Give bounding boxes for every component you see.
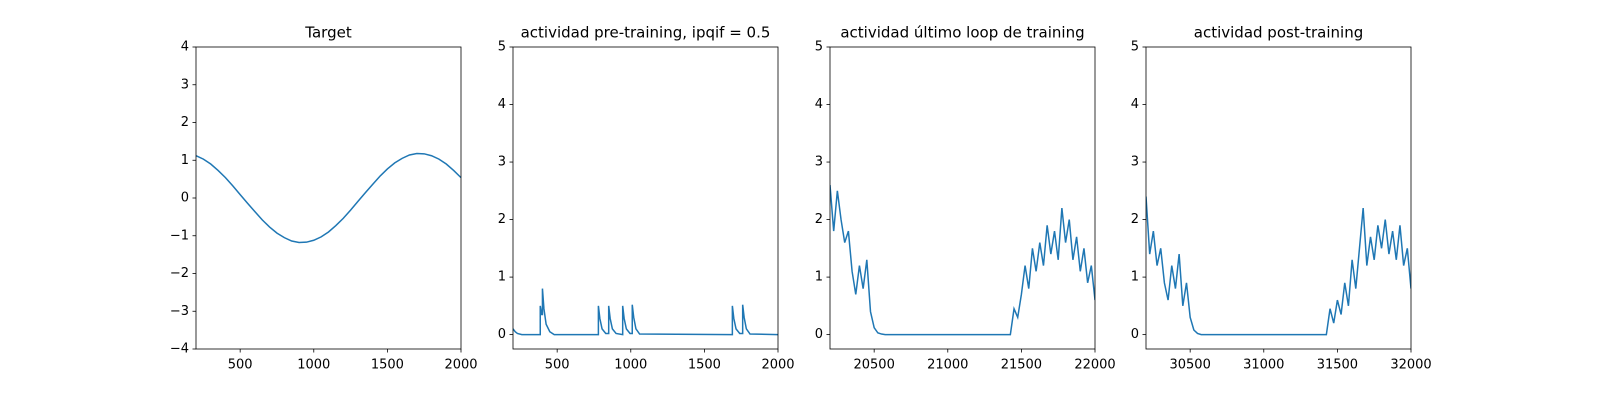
subplot: actividad último loop de training 0 1 2 3 4 5 2… bbox=[815, 24, 1116, 373]
line bbox=[830, 185, 1095, 336]
y-tick-label: 4 bbox=[815, 97, 823, 112]
x-tick-label: 21500 bbox=[1001, 358, 1042, 373]
x-tick-label: 1000 bbox=[297, 358, 330, 373]
x-tick-label: 1500 bbox=[688, 358, 721, 373]
subplot: actividad pre-training, ipqif = 0.5 0 1 2 3 4… bbox=[498, 24, 795, 373]
y-tick-label: −4 bbox=[170, 342, 189, 357]
y-tick-label: 2 bbox=[181, 115, 189, 130]
y-tick-label: 0 bbox=[498, 327, 506, 342]
y-tick-label: 0 bbox=[815, 327, 823, 342]
axes-frame bbox=[829, 46, 1096, 350]
y-tick-label: 1 bbox=[1131, 270, 1139, 285]
y-tick-label: 0 bbox=[181, 191, 189, 206]
y-tick-label: −1 bbox=[170, 228, 189, 243]
subplot-title: actividad pre-training, ipqif = 0.5 bbox=[521, 24, 771, 42]
y-tick-label: 3 bbox=[498, 155, 506, 170]
axes-frame bbox=[195, 46, 462, 350]
subplot: Target −4 −3 −2 −1 0 1 2 3 4 500 1000 1500 2000 bbox=[170, 24, 478, 373]
subplot-title: actividad post-training bbox=[1194, 24, 1363, 42]
axes-frame bbox=[512, 46, 779, 350]
y-tick-label: 2 bbox=[815, 212, 823, 227]
subplot: actividad post-training 0 1 2 3 4 5 30500 31000 3… bbox=[1131, 24, 1432, 373]
y-tick-label: −3 bbox=[170, 304, 189, 319]
y-tick-label: 3 bbox=[1131, 155, 1139, 170]
x-tick-label: 1500 bbox=[371, 358, 404, 373]
subplot-title: Target bbox=[304, 24, 352, 42]
y-tick-label: 0 bbox=[1131, 327, 1139, 342]
axes-frame bbox=[1145, 46, 1412, 350]
x-tick-label: 32000 bbox=[1390, 358, 1431, 373]
y-tick-label: 3 bbox=[815, 155, 823, 170]
y-tick-label: 4 bbox=[498, 97, 506, 112]
x-tick-label: 2000 bbox=[761, 358, 794, 373]
y-tick-label: 1 bbox=[181, 153, 189, 168]
y-tick-label: 5 bbox=[815, 40, 823, 55]
x-tick-label: 31000 bbox=[1243, 358, 1284, 373]
line bbox=[513, 288, 778, 336]
x-tick-label: 2000 bbox=[444, 358, 477, 373]
subplot-title: actividad último loop de training bbox=[840, 24, 1084, 42]
x-tick-label: 20500 bbox=[853, 358, 894, 373]
y-tick-label: 4 bbox=[1131, 97, 1139, 112]
y-tick-label: 2 bbox=[1131, 212, 1139, 227]
line bbox=[1146, 196, 1411, 336]
x-tick-label: 1000 bbox=[614, 358, 647, 373]
y-tick-label: 4 bbox=[181, 40, 189, 55]
y-tick-label: 5 bbox=[1131, 40, 1139, 55]
y-tick-label: 2 bbox=[498, 212, 506, 227]
x-tick-label: 21000 bbox=[927, 358, 968, 373]
x-tick-label: 500 bbox=[545, 358, 570, 373]
x-tick-label: 500 bbox=[228, 358, 253, 373]
line bbox=[196, 152, 461, 244]
x-tick-label: 31500 bbox=[1317, 358, 1358, 373]
x-tick-label: 30500 bbox=[1169, 358, 1210, 373]
y-tick-label: 5 bbox=[498, 40, 506, 55]
y-tick-label: 1 bbox=[815, 270, 823, 285]
y-tick-label: 3 bbox=[181, 77, 189, 92]
x-tick-label: 22000 bbox=[1074, 358, 1115, 373]
y-tick-label: −2 bbox=[170, 266, 189, 281]
y-tick-label: 1 bbox=[498, 270, 506, 285]
